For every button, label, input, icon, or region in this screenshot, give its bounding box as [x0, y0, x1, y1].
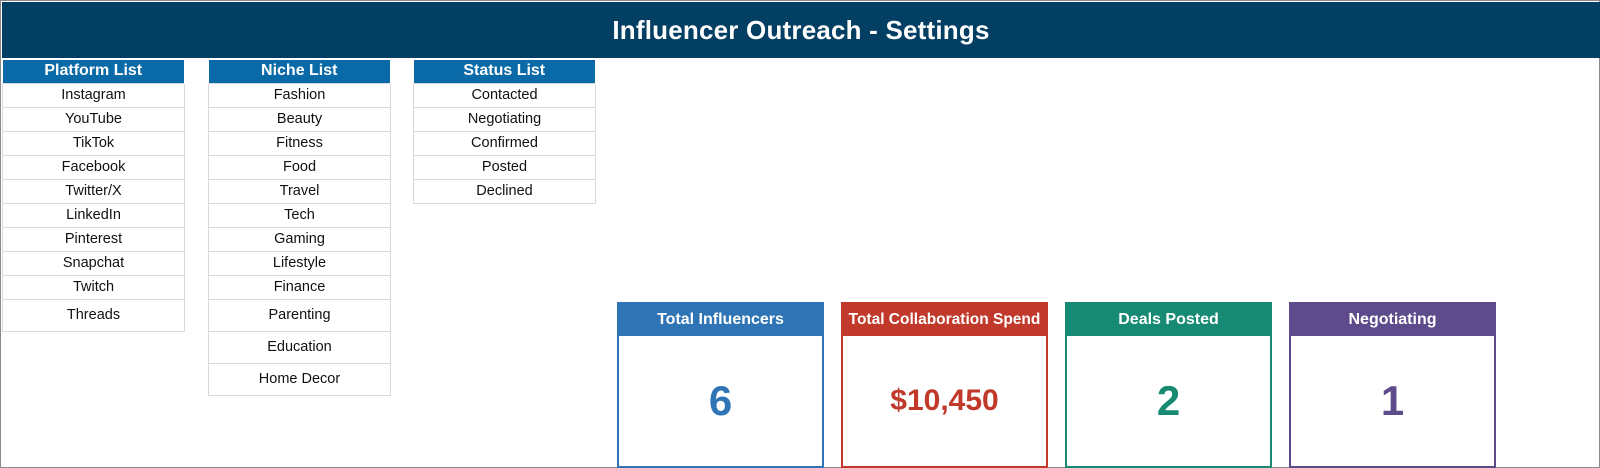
platform-cell[interactable]: LinkedIn — [2, 202, 185, 228]
niche-cell[interactable]: Gaming — [208, 226, 391, 252]
platform-cell[interactable]: TikTok — [2, 130, 185, 156]
kpi-value: 2 — [1156, 377, 1181, 424]
status-cell[interactable]: Negotiating — [413, 106, 596, 132]
status-cell[interactable]: Posted — [413, 154, 596, 180]
kpi-label: Total Influencers — [619, 304, 822, 336]
status-list-table: Status List Contacted Negotiating Confir… — [413, 60, 596, 204]
kpi-card-total-spend: Total Collaboration Spend $10,450 — [841, 302, 1048, 468]
status-cell[interactable]: Contacted — [413, 82, 596, 108]
niche-cell[interactable]: Fashion — [208, 82, 391, 108]
kpi-card-total-influencers: Total Influencers 6 — [617, 302, 824, 468]
platform-cell[interactable]: Instagram — [2, 82, 185, 108]
niche-cell[interactable]: Food — [208, 154, 391, 180]
niche-list-header[interactable]: Niche List — [208, 60, 391, 83]
niche-cell[interactable]: Parenting — [208, 298, 391, 332]
kpi-value: 6 — [708, 377, 733, 424]
niche-cell[interactable]: Tech — [208, 202, 391, 228]
kpi-label: Negotiating — [1291, 304, 1494, 336]
platform-cell[interactable]: Twitch — [2, 274, 185, 300]
niche-list-table: Niche List Fashion Beauty Fitness Food T… — [208, 60, 391, 396]
niche-cell[interactable]: Fitness — [208, 130, 391, 156]
platform-cell[interactable]: Twitter/X — [2, 178, 185, 204]
platform-cell[interactable]: Facebook — [2, 154, 185, 180]
niche-cell[interactable]: Home Decor — [208, 362, 391, 396]
platform-cell[interactable]: YouTube — [2, 106, 185, 132]
kpi-card-negotiating: Negotiating 1 — [1289, 302, 1496, 468]
status-cell[interactable]: Declined — [413, 178, 596, 204]
platform-list-table: Platform List Instagram YouTube TikTok F… — [2, 60, 185, 332]
niche-cell[interactable]: Travel — [208, 178, 391, 204]
platform-cell[interactable]: Pinterest — [2, 226, 185, 252]
niche-cell[interactable]: Education — [208, 330, 391, 364]
status-list-header[interactable]: Status List — [413, 60, 596, 83]
niche-cell[interactable]: Beauty — [208, 106, 391, 132]
niche-cell[interactable]: Finance — [208, 274, 391, 300]
platform-cell[interactable]: Snapchat — [2, 250, 185, 276]
kpi-label: Total Collaboration Spend — [843, 304, 1046, 336]
platform-list-header[interactable]: Platform List — [2, 60, 185, 83]
platform-cell[interactable]: Threads — [2, 298, 185, 332]
kpi-value: 1 — [1380, 377, 1405, 424]
status-cell[interactable]: Confirmed — [413, 130, 596, 156]
kpi-card-deals-posted: Deals Posted 2 — [1065, 302, 1272, 468]
kpi-value: $10,450 — [890, 384, 999, 417]
kpi-label: Deals Posted — [1067, 304, 1270, 336]
niche-cell[interactable]: Lifestyle — [208, 250, 391, 276]
page-title: Influencer Outreach - Settings — [2, 2, 1600, 58]
